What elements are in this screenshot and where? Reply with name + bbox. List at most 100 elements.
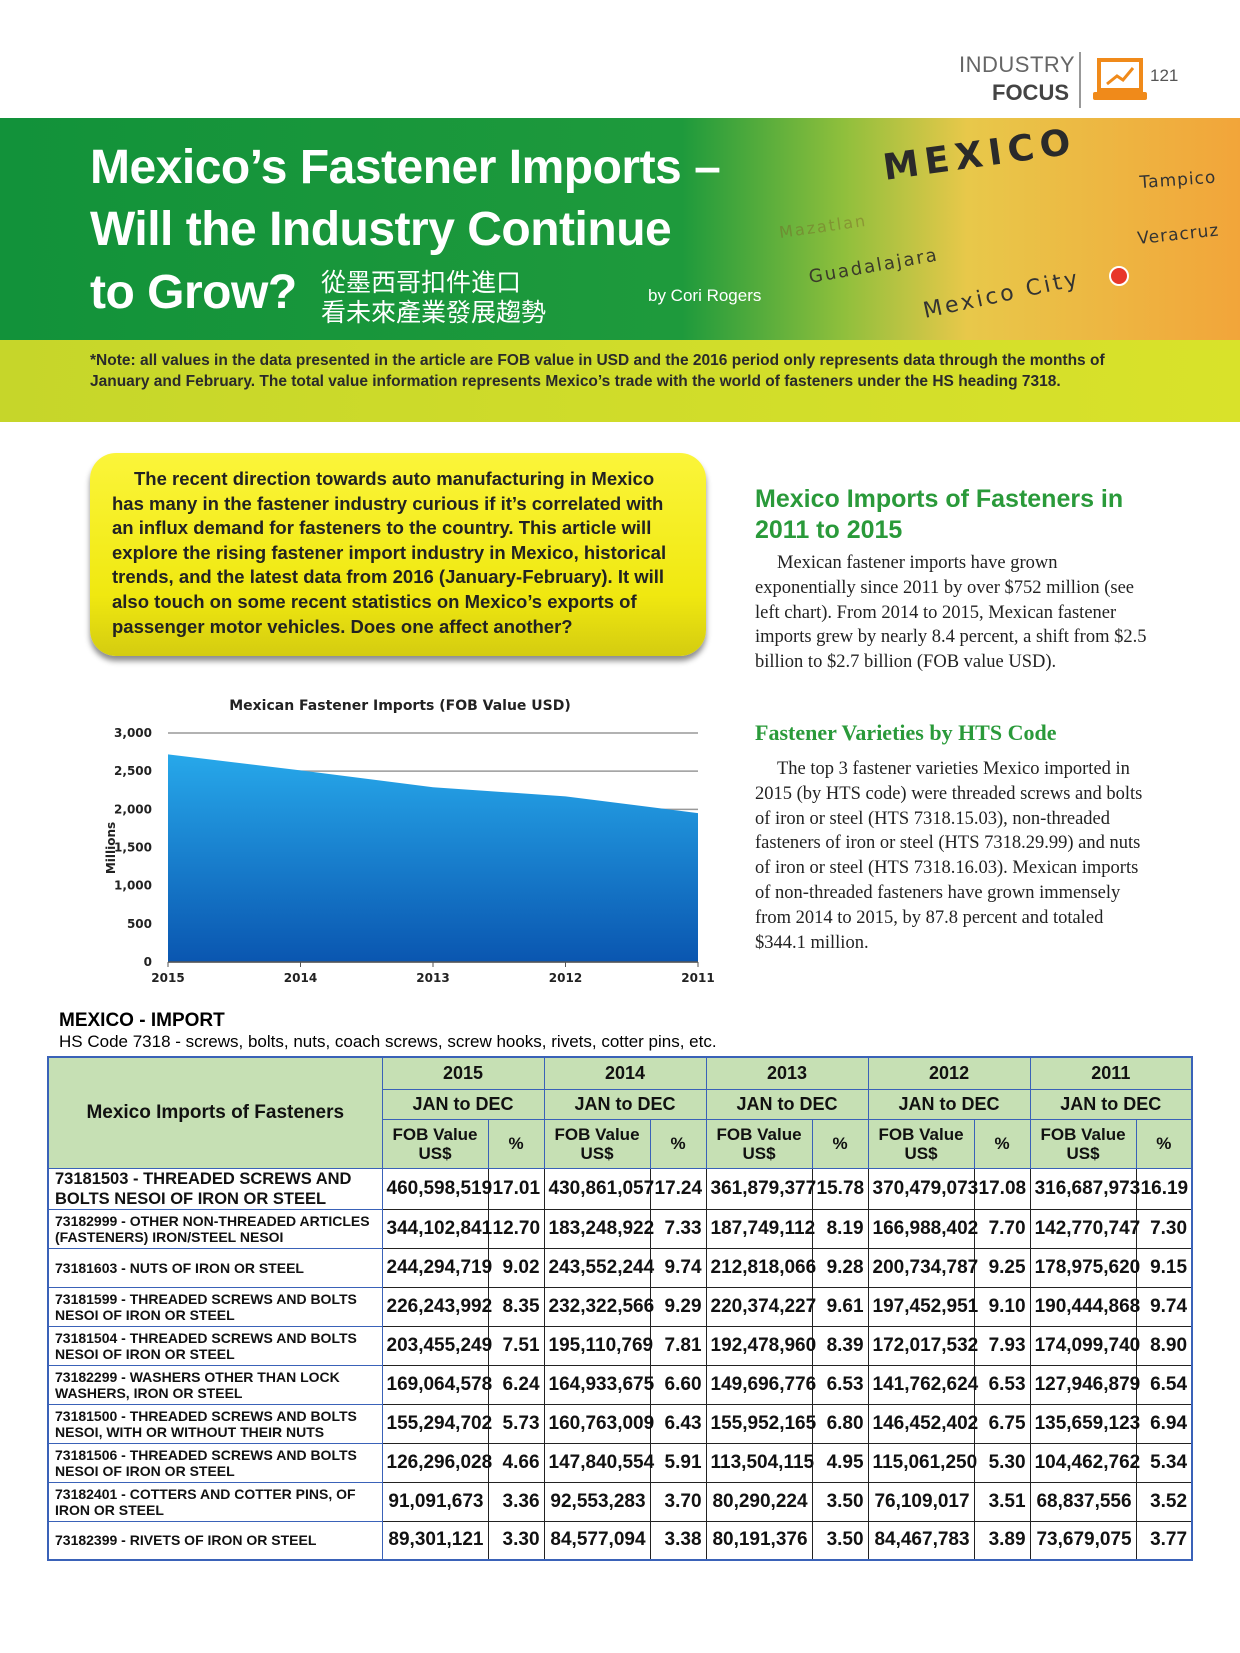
map-marker [1109, 266, 1129, 286]
percent: 3.77 [1135, 1520, 1193, 1561]
fob-value: 80,290,224 [705, 1481, 813, 1522]
percent: 3.50 [811, 1481, 869, 1522]
fob-value: 113,504,115 [705, 1442, 814, 1483]
fob-value: 243,552,244 [543, 1247, 654, 1288]
header-row: JAN to DEC JAN to DEC JAN to DEC JAN to DEC… [48, 1088, 1193, 1120]
fob-value: 126,296,028 [381, 1442, 492, 1483]
table-title: MEXICO - IMPORT [59, 1010, 225, 1031]
period-header: JAN to DEC [381, 1088, 545, 1120]
fob-value: 146,452,402 [867, 1403, 978, 1444]
percent: 7.30 [1135, 1208, 1193, 1249]
fob-value: 195,110,769 [543, 1325, 653, 1366]
fob-value: 141,762,624 [867, 1364, 978, 1405]
percent: 9.10 [973, 1286, 1031, 1327]
note-band: *Note: all values in the data presented … [0, 340, 1240, 422]
value-header: FOB Value US$ [867, 1118, 975, 1169]
fob-value: 212,818,066 [705, 1247, 816, 1288]
fob-value: 190,444,868 [1029, 1286, 1140, 1327]
data-row: 73181506 - THREADED SCREWS AND BOLTS NES… [47, 1442, 1193, 1483]
fob-value: 460,598,519 [381, 1167, 492, 1210]
row-label: 73181599 - THREADED SCREWS AND BOLTS NES… [47, 1286, 383, 1327]
fob-value: 160,763,009 [543, 1403, 654, 1444]
imports-table: Mexico Imports of Fasteners 2015 2014 2013 2… [47, 1056, 1194, 1561]
intro-box: The recent direction towards auto manufa… [90, 453, 706, 656]
percent: 9.25 [973, 1247, 1031, 1288]
data-row: 73181599 - THREADED SCREWS AND BOLTS NES… [47, 1286, 1193, 1327]
y-tick-label: 0 [144, 955, 152, 969]
percent: 6.53 [973, 1364, 1031, 1405]
percent: 5.30 [973, 1442, 1031, 1483]
percent: 16.19 [1135, 1167, 1193, 1210]
fob-value: 155,952,165 [705, 1403, 816, 1444]
data-row: 73182401 - COTTERS AND COTTER PINS, OF I… [47, 1481, 1193, 1522]
percent: 3.36 [487, 1481, 545, 1522]
fob-value: 174,099,740 [1029, 1325, 1140, 1366]
fob-value: 127,946,879 [1029, 1364, 1140, 1405]
y-tick-label: 1,500 [114, 841, 152, 855]
period-header: JAN to DEC [867, 1088, 1031, 1120]
percent: 6.53 [811, 1364, 869, 1405]
corner-header: Mexico Imports of Fasteners [47, 1056, 383, 1169]
percent: 3.50 [811, 1520, 869, 1561]
percent: 7.33 [649, 1208, 707, 1249]
row-label: 73182299 - WASHERS OTHER THAN LOCK WASHE… [47, 1364, 383, 1405]
percent: 9.28 [811, 1247, 869, 1288]
fob-value: 316,687,973 [1029, 1167, 1140, 1210]
x-tick-label: 2015 [151, 971, 184, 985]
data-row: 73182999 - OTHER NON-THREADED ARTICLES (… [47, 1208, 1193, 1249]
fob-value: 183,248,922 [543, 1208, 654, 1249]
percent: 9.61 [811, 1286, 869, 1327]
fob-value: 115,061,250 [867, 1442, 977, 1483]
fob-value: 68,837,556 [1029, 1481, 1137, 1522]
chart-title: Mexican Fastener Imports (FOB Value USD) [229, 698, 571, 714]
percent: 17.24 [649, 1167, 707, 1210]
percent: 7.70 [973, 1208, 1031, 1249]
row-label: 73181603 - NUTS OF IRON OR STEEL [47, 1247, 383, 1288]
fob-value: 92,553,283 [543, 1481, 651, 1522]
value-header: FOB Value US$ [543, 1118, 651, 1169]
percent: 6.80 [811, 1403, 869, 1444]
x-tick-label: 2014 [284, 971, 317, 985]
percent: 8.19 [811, 1208, 869, 1249]
percent: 15.78 [811, 1167, 869, 1210]
x-tick-label: 2012 [549, 971, 582, 985]
value-header: FOB Value US$ [381, 1118, 489, 1169]
y-tick-label: 2,000 [114, 802, 152, 816]
percent: 6.60 [649, 1364, 707, 1405]
percent: 9.15 [1135, 1247, 1193, 1288]
row-label: 73182999 - OTHER NON-THREADED ARTICLES (… [47, 1208, 383, 1249]
percent: 6.94 [1135, 1403, 1193, 1444]
percent: 9.74 [649, 1247, 707, 1288]
fob-value: 197,452,951 [867, 1286, 978, 1327]
percent: 5.34 [1135, 1442, 1193, 1483]
x-tick-label: 2011 [681, 971, 714, 985]
year-header: 2011 [1029, 1056, 1193, 1090]
fob-value: 104,462,762 [1029, 1442, 1140, 1483]
fob-value: 172,017,532 [867, 1325, 978, 1366]
row-label: 73181503 - THREADED SCREWS AND BOLTS NES… [47, 1167, 383, 1210]
pct-header: % [811, 1118, 869, 1169]
fob-value: 200,734,787 [867, 1247, 978, 1288]
fob-value: 370,479,073 [867, 1167, 978, 1210]
section-label: FOCUS [992, 80, 1069, 105]
percent: 9.29 [649, 1286, 707, 1327]
percent: 9.74 [1135, 1286, 1193, 1327]
percent: 12.70 [487, 1208, 545, 1249]
fob-value: 192,478,960 [705, 1325, 816, 1366]
fob-value: 91,091,673 [381, 1481, 489, 1522]
fob-value: 147,840,554 [543, 1442, 654, 1483]
period-header: JAN to DEC [705, 1088, 869, 1120]
percent: 6.43 [649, 1403, 707, 1444]
x-tick-label: 2013 [416, 971, 449, 985]
year-header: 2012 [867, 1056, 1031, 1090]
data-row: 73182399 - RIVETS OF IRON OR STEEL 89,301… [47, 1520, 1193, 1561]
y-tick-label: 3,000 [114, 726, 152, 740]
percent: 9.02 [487, 1247, 545, 1288]
chart: Mexican Fastener Imports (FOB Value USD)… [104, 698, 715, 985]
section-heading: Fastener Varieties by HTS Code [755, 720, 1057, 745]
row-label: 73181504 - THREADED SCREWS AND BOLTS NES… [47, 1325, 383, 1366]
data-row: 73182299 - WASHERS OTHER THAN LOCK WASHE… [47, 1364, 1193, 1405]
fob-value: 232,322,566 [543, 1286, 654, 1327]
fob-value: 84,577,094 [543, 1520, 651, 1561]
